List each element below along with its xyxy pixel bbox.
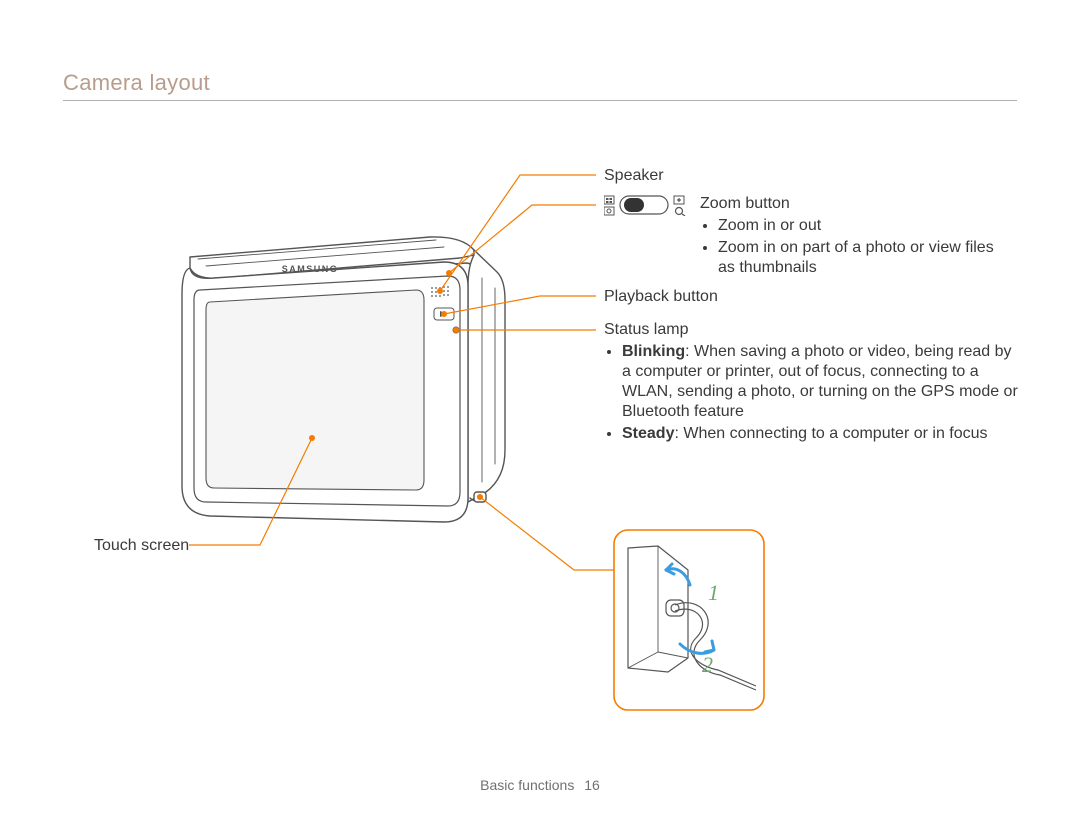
status-bullet-1: Steady: When connecting to a computer or…	[622, 424, 1020, 444]
label-speaker: Speaker	[604, 166, 664, 186]
zoom-bullet-1: Zoom in on part of a photo or view files…	[718, 238, 1010, 278]
footer-page: 16	[584, 777, 600, 793]
zoom-rocker-icon	[604, 194, 690, 216]
zoom-bullet-0: Zoom in or out	[718, 216, 1010, 236]
label-touch: Touch screen	[94, 536, 189, 556]
page-footer: Basic functions 16	[0, 777, 1080, 793]
label-playback: Playback button	[604, 287, 718, 307]
detail-num-2: 2	[702, 652, 713, 678]
label-status: Status lamp Blinking: When saving a phot…	[604, 320, 1020, 446]
label-zoom: Zoom button Zoom in or out Zoom in on pa…	[700, 194, 1010, 280]
camera-logo: SAMSUNG	[282, 264, 339, 274]
footer-section: Basic functions	[480, 777, 574, 793]
status-bullet-0: Blinking: When saving a photo or video, …	[622, 342, 1020, 422]
label-zoom-title: Zoom button	[700, 194, 1010, 214]
label-status-title: Status lamp	[604, 320, 1020, 340]
detail-num-1: 1	[708, 580, 719, 606]
